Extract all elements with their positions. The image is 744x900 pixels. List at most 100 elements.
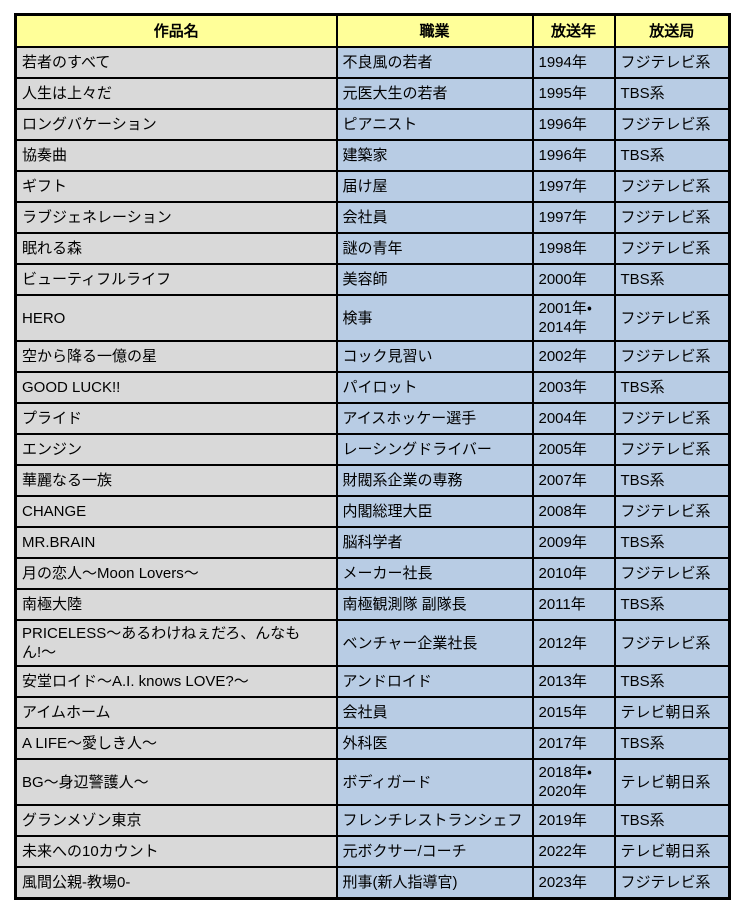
work-title-cell: 人生は上々だ <box>14 77 338 110</box>
year-cell: 2009年 <box>531 526 616 559</box>
table-row: 眠れる森 謎の青年 1998年 フジテレビ系 <box>14 232 731 265</box>
work-title-cell: BG〜身辺警護人〜 <box>14 758 338 806</box>
occupation-cell: 不良風の若者 <box>335 46 534 79</box>
station-cell: フジテレビ系 <box>613 433 731 466</box>
work-title-cell: ギフト <box>14 170 338 203</box>
year-cell: 2001年・2014年 <box>531 294 616 342</box>
year-cell: 2018年・2020年 <box>531 758 616 806</box>
station-cell: テレビ朝日系 <box>613 696 731 729</box>
table-row: 安堂ロイド〜A.I. knows LOVE?〜 アンドロイド 2013年 TBS系 <box>14 665 731 698</box>
work-title-cell: 協奏曲 <box>14 139 338 172</box>
occupation-cell: フレンチレストランシェフ <box>335 804 534 837</box>
year-cell: 2004年 <box>531 402 616 435</box>
table-row: HERO 検事 2001年・2014年 フジテレビ系 <box>14 294 731 342</box>
year-cell: 2012年 <box>531 619 616 667</box>
station-cell: テレビ朝日系 <box>613 835 731 868</box>
station-cell: フジテレビ系 <box>613 46 731 79</box>
occupation-cell: アンドロイド <box>335 665 534 698</box>
year-cell: 2017年 <box>531 727 616 760</box>
station-cell: フジテレビ系 <box>613 866 731 900</box>
table-row: エンジン レーシングドライバー 2005年 フジテレビ系 <box>14 433 731 466</box>
table-row: ロングバケーション ピアニスト 1996年 フジテレビ系 <box>14 108 731 141</box>
year-cell: 2023年 <box>531 866 616 900</box>
year-cell: 2002年 <box>531 340 616 373</box>
occupation-cell: 会社員 <box>335 696 534 729</box>
header-occupation: 職業 <box>335 13 534 48</box>
table-row: グランメゾン東京 フレンチレストランシェフ 2019年 TBS系 <box>14 804 731 837</box>
table-header: 作品名 職業 放送年 放送局 <box>14 13 731 48</box>
station-cell: テレビ朝日系 <box>613 758 731 806</box>
station-cell: フジテレビ系 <box>613 619 731 667</box>
station-cell: フジテレビ系 <box>613 340 731 373</box>
year-cell: 2015年 <box>531 696 616 729</box>
work-title-cell: 華麗なる一族 <box>14 464 338 497</box>
table-body: 若者のすべて 不良風の若者 1994年 フジテレビ系 人生は上々だ 元医大生の若者 1995… <box>14 46 731 900</box>
table-row: GOOD LUCK!! パイロット 2003年 TBS系 <box>14 371 731 404</box>
occupation-cell: ボディガード <box>335 758 534 806</box>
work-title-cell: 未来への10カウント <box>14 835 338 868</box>
work-title-cell: 空から降る一億の星 <box>14 340 338 373</box>
work-title-cell: GOOD LUCK!! <box>14 371 338 404</box>
year-cell: 1996年 <box>531 108 616 141</box>
year-cell: 2007年 <box>531 464 616 497</box>
work-title-cell: 南極大陸 <box>14 588 338 621</box>
header-work-title: 作品名 <box>14 13 338 48</box>
year-cell: 2010年 <box>531 557 616 590</box>
drama-roles-table: 作品名 職業 放送年 放送局 若者のすべて 不良風の若者 1994年 フジテレビ系 人生… <box>14 13 731 900</box>
occupation-cell: 内閣総理大臣 <box>335 495 534 528</box>
year-cell: 2011年 <box>531 588 616 621</box>
year-cell: 1997年 <box>531 170 616 203</box>
year-cell: 2022年 <box>531 835 616 868</box>
work-title-cell: MR.BRAIN <box>14 526 338 559</box>
table-row: 月の恋人〜Moon Lovers〜 メーカー社長 2010年 フジテレビ系 <box>14 557 731 590</box>
work-title-cell: HERO <box>14 294 338 342</box>
station-cell: TBS系 <box>613 139 731 172</box>
table-row: 未来への10カウント 元ボクサー/コーチ 2022年 テレビ朝日系 <box>14 835 731 868</box>
work-title-cell: 若者のすべて <box>14 46 338 79</box>
occupation-cell: アイスホッケー選手 <box>335 402 534 435</box>
table-row: PRICELESS〜あるわけねぇだろ、んなもん!〜 ベンチャー企業社長 2012年フ… <box>14 619 731 667</box>
table-row: CHANGE 内閣総理大臣 2008年 フジテレビ系 <box>14 495 731 528</box>
work-title-cell: 眠れる森 <box>14 232 338 265</box>
header-row: 作品名 職業 放送年 放送局 <box>14 13 731 48</box>
work-title-cell: エンジン <box>14 433 338 466</box>
table-row: ビューティフルライフ 美容師 2000年 TBS系 <box>14 263 731 296</box>
year-cell: 2008年 <box>531 495 616 528</box>
station-cell: TBS系 <box>613 464 731 497</box>
station-cell: TBS系 <box>613 727 731 760</box>
year-cell: 2005年 <box>531 433 616 466</box>
table-row: 協奏曲 建築家 1996年 TBS系 <box>14 139 731 172</box>
occupation-cell: 美容師 <box>335 263 534 296</box>
year-cell: 2003年 <box>531 371 616 404</box>
work-title-cell: 風間公親-教場0- <box>14 866 338 900</box>
work-title-cell: A LIFE〜愛しき人〜 <box>14 727 338 760</box>
station-cell: TBS系 <box>613 77 731 110</box>
work-title-cell: ビューティフルライフ <box>14 263 338 296</box>
work-title-cell: 安堂ロイド〜A.I. knows LOVE?〜 <box>14 665 338 698</box>
occupation-cell: レーシングドライバー <box>335 433 534 466</box>
occupation-cell: 財閥系企業の専務 <box>335 464 534 497</box>
station-cell: フジテレビ系 <box>613 170 731 203</box>
station-cell: フジテレビ系 <box>613 201 731 234</box>
table-row: ギフト 届け屋 1997年 フジテレビ系 <box>14 170 731 203</box>
occupation-cell: 外科医 <box>335 727 534 760</box>
occupation-cell: コック見習い <box>335 340 534 373</box>
work-title-cell: CHANGE <box>14 495 338 528</box>
occupation-cell: 刑事(新人指導官) <box>335 866 534 900</box>
occupation-cell: 検事 <box>335 294 534 342</box>
work-title-cell: PRICELESS〜あるわけねぇだろ、んなもん!〜 <box>14 619 338 667</box>
table-row: 空から降る一億の星 コック見習い 2002年 フジテレビ系 <box>14 340 731 373</box>
year-cell: 1996年 <box>531 139 616 172</box>
occupation-cell: 南極観測隊 副隊長 <box>335 588 534 621</box>
station-cell: TBS系 <box>613 526 731 559</box>
year-cell: 1997年 <box>531 201 616 234</box>
table-row: A LIFE〜愛しき人〜 外科医 2017年 TBS系 <box>14 727 731 760</box>
occupation-cell: 元医大生の若者 <box>335 77 534 110</box>
work-title-cell: 月の恋人〜Moon Lovers〜 <box>14 557 338 590</box>
year-cell: 1995年 <box>531 77 616 110</box>
occupation-cell: ベンチャー企業社長 <box>335 619 534 667</box>
table-row: BG〜身辺警護人〜 ボディガード 2018年・2020年 テレビ朝日系 <box>14 758 731 806</box>
table-row: アイムホーム 会社員 2015年 テレビ朝日系 <box>14 696 731 729</box>
header-broadcast-year: 放送年 <box>531 13 616 48</box>
